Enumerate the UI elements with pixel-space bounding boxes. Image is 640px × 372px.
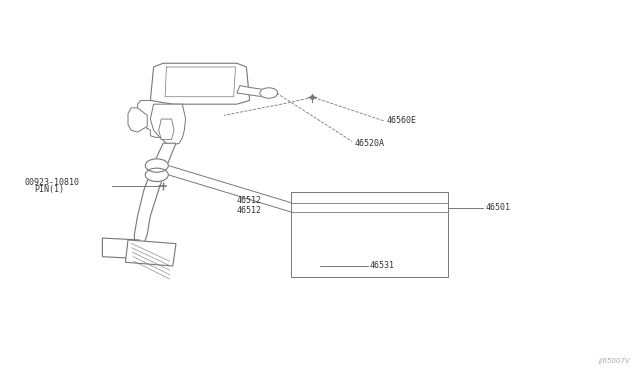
Text: 46512: 46512 <box>237 206 262 215</box>
Polygon shape <box>159 119 174 140</box>
Polygon shape <box>102 238 140 259</box>
Bar <box>291 192 448 277</box>
Polygon shape <box>237 86 266 97</box>
Text: 00923-10810: 00923-10810 <box>24 178 79 187</box>
Circle shape <box>260 88 278 98</box>
Polygon shape <box>138 100 170 138</box>
Text: PIN(1): PIN(1) <box>34 185 64 194</box>
Polygon shape <box>134 143 176 244</box>
Text: 46520A: 46520A <box>355 139 385 148</box>
Text: 46560E: 46560E <box>387 116 417 125</box>
Text: J/65007V: J/65007V <box>598 358 630 364</box>
Polygon shape <box>150 104 186 145</box>
Circle shape <box>145 159 168 172</box>
Text: 46501: 46501 <box>485 203 510 212</box>
Text: 46531: 46531 <box>370 262 395 270</box>
Polygon shape <box>128 108 147 132</box>
Text: 46512: 46512 <box>237 196 262 205</box>
Polygon shape <box>150 63 250 104</box>
Polygon shape <box>125 240 176 266</box>
Circle shape <box>145 168 168 182</box>
